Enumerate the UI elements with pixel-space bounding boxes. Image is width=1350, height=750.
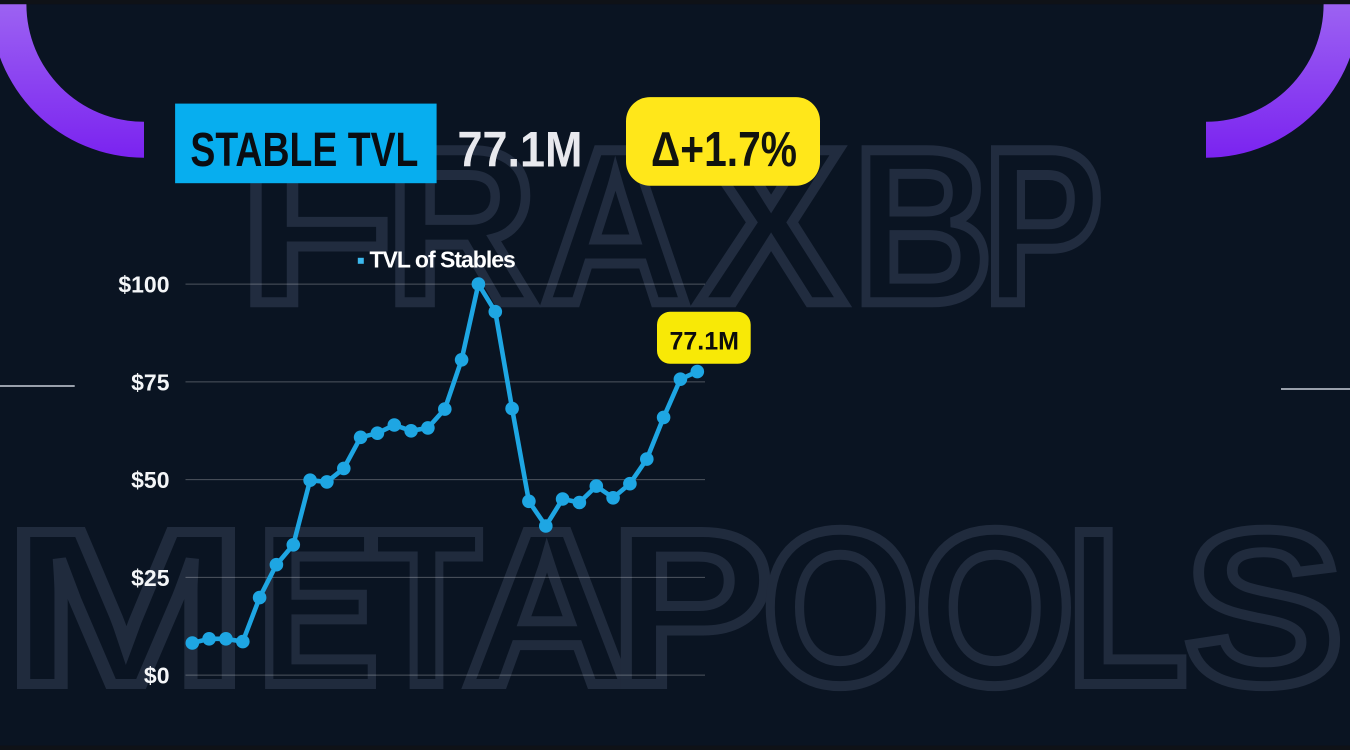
svg-text:L: L <box>1066 484 1188 731</box>
svg-text:O: O <box>915 484 1075 731</box>
svg-text:P: P <box>610 484 773 731</box>
svg-text:O: O <box>762 484 919 731</box>
svg-text:STABLE TVL: STABLE TVL <box>190 124 418 177</box>
svg-text:77.1M: 77.1M <box>458 122 583 178</box>
svg-text:S: S <box>1184 484 1344 731</box>
svg-text:$75: $75 <box>131 369 170 395</box>
svg-text:TVL of Stables: TVL of Stables <box>370 246 516 272</box>
svg-text:Δ+1.7%: Δ+1.7% <box>651 123 797 177</box>
svg-text:T: T <box>372 484 481 731</box>
svg-text:E: E <box>257 484 379 731</box>
svg-text:77.1M: 77.1M <box>669 327 738 355</box>
svg-text:$25: $25 <box>131 565 170 591</box>
svg-text:M: M <box>4 484 248 731</box>
svg-text:$50: $50 <box>131 467 169 493</box>
svg-text:$100: $100 <box>118 272 169 298</box>
svg-text:B: B <box>853 102 993 349</box>
svg-text:$0: $0 <box>144 663 170 689</box>
svg-text:P: P <box>983 102 1103 349</box>
